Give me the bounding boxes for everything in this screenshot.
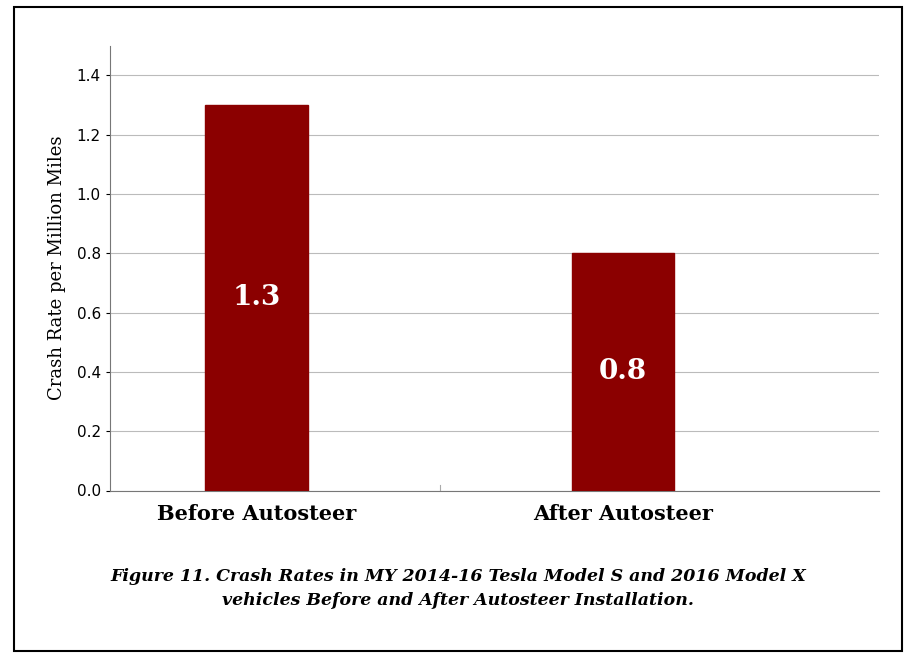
Text: Figure 11. Crash Rates in MY 2014-16 Tesla Model S and 2016 Model X
vehicles Bef: Figure 11. Crash Rates in MY 2014-16 Tes…: [110, 568, 806, 609]
Bar: [572, 253, 674, 490]
Text: 1.3: 1.3: [233, 284, 280, 311]
Bar: [205, 105, 308, 490]
Text: 0.8: 0.8: [599, 358, 647, 385]
Y-axis label: Crash Rate per Million Miles: Crash Rate per Million Miles: [48, 136, 66, 400]
